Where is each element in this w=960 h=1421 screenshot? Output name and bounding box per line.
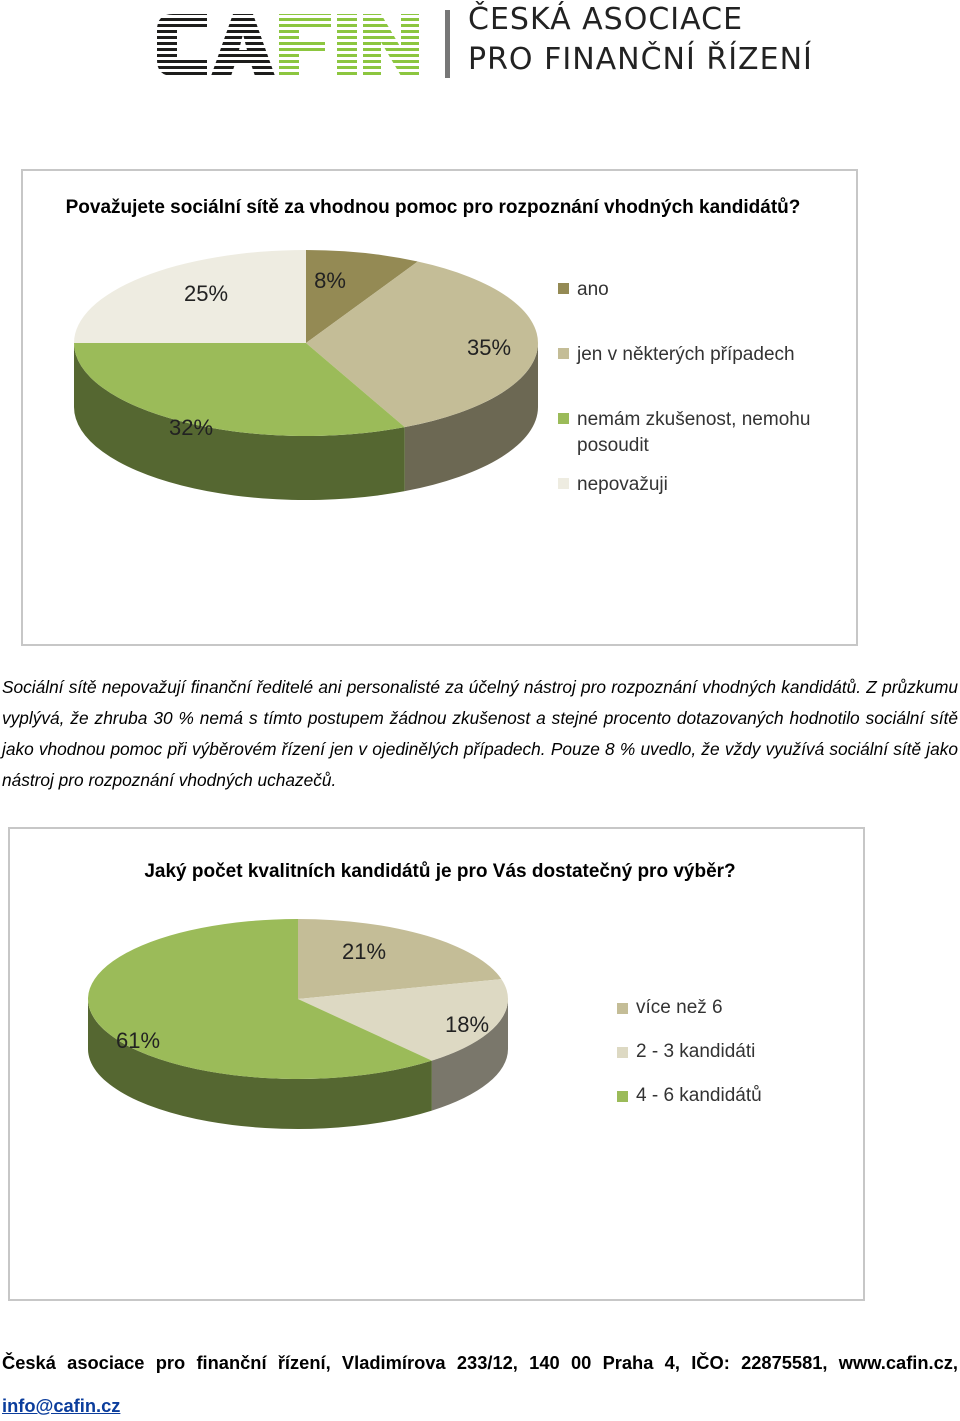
chart2-legend-item-2: 4 - 6 kandidátů (617, 1085, 762, 1107)
chart2-legend-swatch-2 (617, 1091, 628, 1102)
chart1-legend-swatch-0 (558, 283, 569, 294)
chart2-slice-side-2 (87, 999, 432, 1129)
chart1-legend-swatch-1 (558, 348, 569, 359)
logo-divider (445, 10, 450, 78)
chart2-legend-label-2: 4 - 6 kandidátů (636, 1085, 762, 1106)
cafin-logo (155, 6, 815, 84)
chart1-legend-label-2: nemám zkušenost, nemohu posoudit (577, 409, 811, 456)
chart-candidate-count: Jaký počet kvalitních kandidátů je pro V… (8, 827, 865, 1301)
chart1-legend-item-0: ano (558, 277, 837, 303)
chart2-legend-item-0: více než 6 (617, 997, 723, 1019)
chart1-pie (74, 250, 538, 500)
chart2-title: Jaký počet kvalitních kandidátů je pro V… (144, 861, 736, 882)
chart1-legend-swatch-3 (558, 478, 569, 489)
chart1-slice-side-1 (404, 343, 538, 492)
chart1-data-label-0: 8% (314, 268, 346, 293)
chart1-data-label-2: 32% (168, 415, 214, 440)
chart1-legend-swatch-2 (558, 413, 569, 424)
chart1-title: Považujete sociální sítě za vhodnou pomo… (65, 197, 801, 218)
chart1-legend-item-2: nemám zkušenost, nemohu posoudit (558, 407, 837, 459)
cafin-logo-mark (157, 14, 419, 76)
chart2-data-label-0: 21% (341, 939, 387, 964)
chart2-legend-item-1: 2 - 3 kandidáti (617, 1041, 755, 1063)
org-name-line2: PRO FINANČNÍ ŘÍZENÍ (468, 42, 813, 77)
chart1-data-label-1: 35% (466, 335, 512, 360)
chart2-data-label-1: 18% (444, 1012, 490, 1037)
chart2-data-label-2: 61% (115, 1028, 161, 1053)
org-name-line1: ČESKÁ ASOCIACE (468, 2, 744, 37)
body-paragraph: Sociální sítě nepovažují finanční ředite… (2, 677, 958, 790)
chart2-legend-swatch-1 (617, 1047, 628, 1058)
chart2-legend-label-1: 2 - 3 kandidáti (636, 1041, 756, 1062)
chart2-pie (87, 919, 509, 1129)
chart1-legend-label-3: nepovažuji (577, 474, 668, 495)
chart2-legend-label-0: více než 6 (636, 997, 723, 1018)
footer-email-link[interactable]: info@cafin.cz (2, 1395, 121, 1416)
chart1-legend-label-1: jen v některých případech (577, 344, 795, 365)
chart2-slice-0 (298, 919, 502, 999)
chart2-slice-1 (298, 979, 509, 1061)
chart1-slice-1 (306, 261, 538, 428)
chart2-slice-side-1 (431, 999, 508, 1111)
chart1-slice-3 (74, 250, 306, 343)
chart2-legend-swatch-0 (617, 1003, 628, 1014)
chart1-slice-2 (74, 343, 405, 437)
chart1-legend-label-0: ano (577, 279, 609, 300)
chart1-legend-item-1: jen v některých případech (558, 342, 837, 368)
chart1-slice-0 (306, 250, 418, 343)
footer-address: Česká asociace pro finanční řízení, Vlad… (2, 1352, 958, 1373)
chart2-slice-2 (88, 919, 432, 1079)
chart1-data-label-3: 25% (183, 281, 229, 306)
chart1-slice-side-2 (74, 343, 405, 500)
chart-social-networks: Považujete sociální sítě za vhodnou pomo… (21, 169, 858, 646)
chart1-legend-item-3: nepovažuji (558, 472, 837, 498)
